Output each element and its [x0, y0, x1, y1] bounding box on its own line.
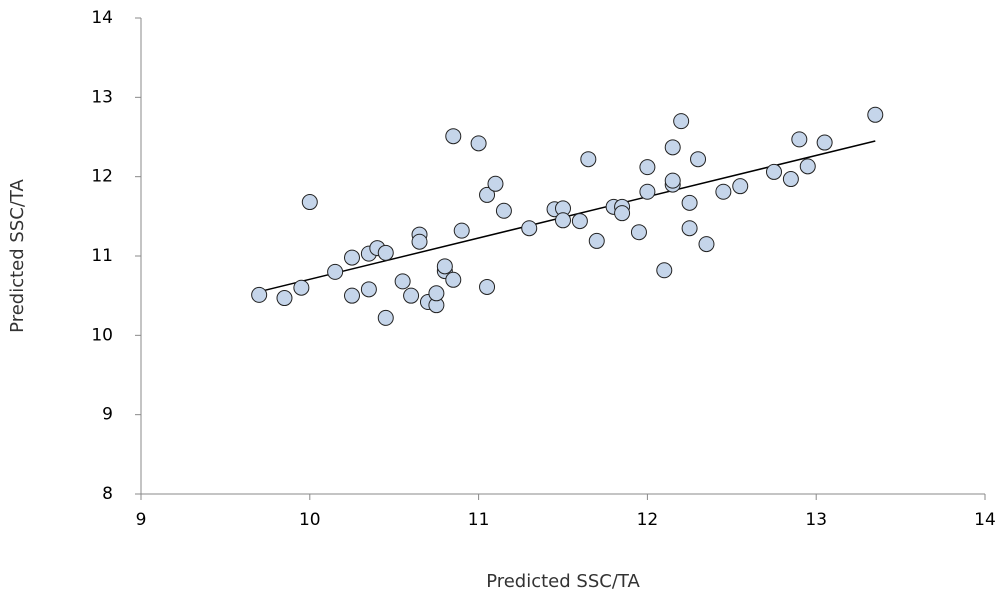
x-tick-label: 14 — [974, 510, 996, 530]
point — [344, 249, 360, 266]
point — [428, 285, 445, 302]
point — [479, 186, 496, 203]
point — [673, 113, 690, 130]
x-tick-label: 13 — [805, 510, 827, 530]
x-tick-label: 11 — [468, 510, 490, 530]
x-tick-label: 10 — [299, 510, 321, 530]
point — [614, 205, 631, 222]
point — [521, 220, 538, 237]
point — [580, 151, 597, 168]
point — [867, 106, 884, 123]
point — [251, 286, 268, 303]
point — [394, 273, 411, 290]
point — [571, 213, 588, 230]
point — [487, 175, 504, 192]
point — [327, 263, 344, 280]
y-tick-label: 9 — [102, 405, 113, 425]
y-tick-label: 10 — [91, 325, 113, 345]
point — [690, 151, 707, 168]
x-tick-label: 12 — [637, 510, 659, 530]
point — [403, 287, 420, 304]
y-tick-label: 11 — [91, 246, 113, 266]
point — [377, 244, 394, 261]
point — [479, 278, 496, 295]
point — [766, 163, 782, 180]
point — [639, 183, 656, 200]
point — [495, 202, 512, 219]
point — [301, 194, 318, 211]
point — [588, 232, 605, 249]
point — [293, 279, 310, 296]
point — [377, 309, 394, 326]
point — [445, 271, 462, 288]
point — [799, 158, 816, 175]
point — [681, 220, 698, 237]
point — [630, 224, 647, 241]
point — [453, 222, 470, 239]
point — [715, 183, 732, 200]
point — [664, 172, 681, 189]
point — [436, 258, 453, 275]
point — [698, 236, 715, 253]
y-tick-label: 14 — [91, 8, 113, 28]
point — [276, 290, 293, 307]
y-axis-title: Predicted SSC/TA — [7, 179, 28, 333]
point — [791, 131, 808, 148]
point — [681, 194, 698, 211]
point — [639, 159, 656, 176]
point — [555, 212, 571, 229]
y-tick-label: 8 — [102, 484, 113, 504]
point — [782, 171, 799, 188]
x-axis-title: Predicted SSC/TA — [486, 571, 640, 592]
y-tick-label: 12 — [91, 167, 113, 187]
point — [732, 178, 749, 195]
point — [816, 134, 833, 151]
x-tick-label: 9 — [136, 510, 147, 530]
point — [445, 128, 462, 145]
point — [344, 287, 360, 304]
point — [664, 139, 681, 156]
point — [656, 262, 673, 279]
point — [360, 281, 377, 298]
point — [411, 233, 428, 250]
y-tick-label: 13 — [91, 87, 113, 107]
point — [470, 135, 487, 152]
